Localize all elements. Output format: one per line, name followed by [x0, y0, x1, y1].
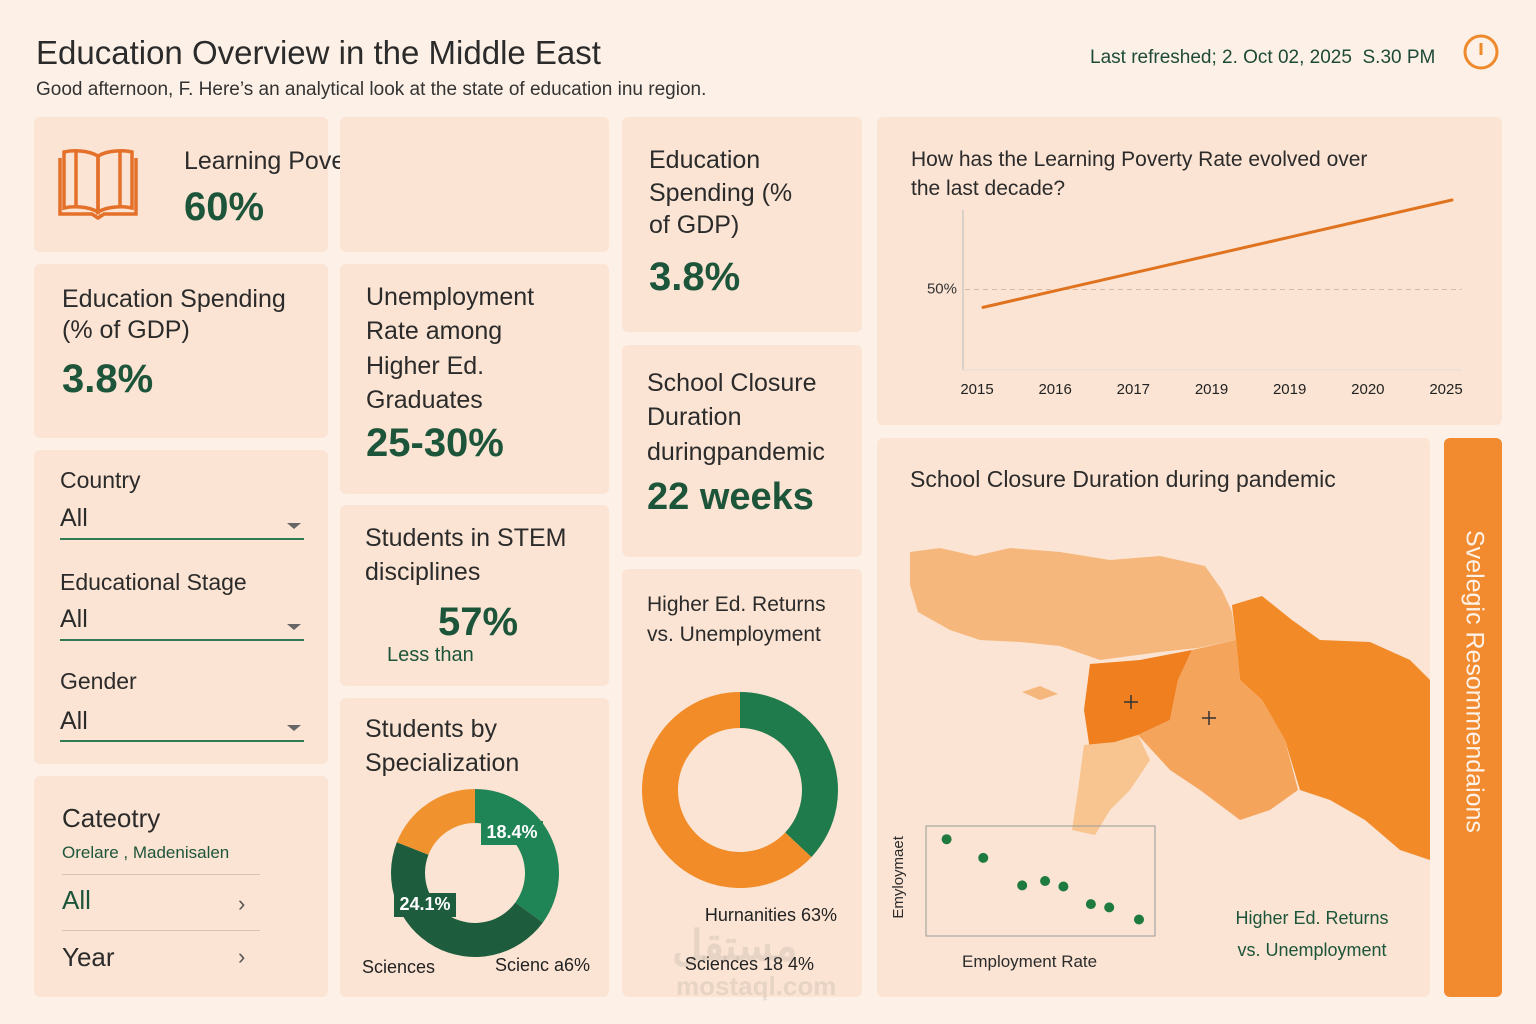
data-label: 24.1%: [399, 894, 450, 914]
watermark: مستقل: [672, 922, 798, 969]
dropdown-arrow[interactable]: [287, 624, 301, 630]
label-box: [394, 893, 456, 917]
line: [981, 198, 1454, 309]
region: [910, 548, 1236, 660]
region: [1232, 596, 1430, 860]
category-subtitle: Orelare , Madenisalen: [62, 843, 230, 862]
x-tick-label: 2017: [1117, 381, 1150, 398]
point: [1085, 899, 1096, 910]
divider: [62, 874, 260, 875]
card: [877, 117, 1502, 425]
y-tick-label: 50%: [927, 280, 957, 297]
chevron: ›: [238, 944, 246, 969]
point: [978, 852, 989, 863]
watermark: mostaql.com: [676, 971, 837, 1001]
underline: [60, 639, 304, 641]
donut-segment: [391, 842, 543, 958]
refresh-button[interactable]: [1462, 33, 1500, 71]
donut-segment: [475, 789, 559, 923]
map: [910, 548, 1430, 860]
caption: Hurnanities 63%: [705, 905, 837, 925]
donut-segment: [641, 692, 812, 888]
point: [1104, 902, 1115, 913]
x-axis-label: Employment Rate: [962, 952, 1098, 971]
kpi-value: 57%: [438, 600, 519, 644]
x-tick-label: 2015: [960, 381, 993, 398]
filter-value[interactable]: All: [60, 605, 88, 633]
card: [622, 117, 862, 332]
caption: Sciences 18 4%: [685, 954, 814, 974]
kpi-value: 22 weeks: [647, 476, 814, 518]
region: [1072, 735, 1150, 835]
point: [1017, 880, 1028, 891]
card: [34, 117, 328, 252]
filter-value[interactable]: All: [60, 707, 88, 735]
kpi-value: 25-30%: [366, 421, 504, 465]
chart-title: How has the Learning Poverty Rate evolve…: [911, 148, 1368, 201]
region: [1084, 650, 1192, 750]
kpi-value: 3.8%: [649, 255, 741, 299]
data-label: 18.4%: [486, 822, 537, 842]
card: [340, 264, 609, 494]
donut-segment: [396, 789, 475, 855]
kpi-label: Education Spending (% of GDP): [62, 285, 286, 345]
chart-title: Higher Ed. Returns vs. Unemployment: [647, 593, 826, 647]
kpi-note: Less than: [387, 644, 474, 666]
kpi-label: Unemployment Rate among Higher Ed. Gradu…: [366, 283, 535, 414]
x-tick-label: 2020: [1351, 381, 1384, 398]
category-option[interactable]: Year: [62, 942, 115, 972]
card: [622, 345, 862, 557]
dropdown-arrow[interactable]: [287, 725, 301, 731]
filter-value[interactable]: All: [60, 504, 88, 532]
point: [1133, 914, 1144, 925]
donut-segment: [740, 692, 838, 858]
category-card: [34, 776, 328, 997]
point: [1040, 876, 1051, 886]
last-refreshed: Last refreshed; 2. Oct 02, 2025 S.30 PM: [1090, 47, 1436, 68]
filter-label: Country: [60, 467, 141, 493]
kpi-label: Students in STEM disciplines: [365, 524, 567, 587]
label-box: [481, 821, 543, 845]
category-option[interactable]: All: [62, 885, 91, 915]
category-title: Cateotry: [62, 803, 161, 833]
sidebar-label[interactable]: Svelegic Resommendaions: [1460, 530, 1489, 833]
point: [1058, 881, 1069, 892]
kpi-value: 60%: [184, 185, 265, 229]
chevron: ›: [238, 891, 246, 916]
kpi-label: School Closure Duration duringpandemic: [647, 369, 825, 466]
region: [1138, 640, 1298, 820]
dropdown-arrow[interactable]: [287, 523, 301, 529]
card: [340, 117, 609, 252]
x-tick-label: 2016: [1038, 381, 1071, 398]
caption: Sciences: [362, 957, 435, 977]
x-tick-label: 2025: [1429, 381, 1462, 398]
filter-label: Educational Stage: [60, 569, 247, 595]
x-tick-label: 2019: [1195, 381, 1228, 398]
scatter-caption: Higher Ed. Returns vs. Unemployment: [1235, 908, 1389, 961]
region: [1022, 686, 1058, 700]
plot-frame: [925, 825, 1156, 937]
book-icon: [58, 149, 138, 220]
point: [941, 834, 952, 845]
subtitle: Good afternoon, F. Here’s an analytical …: [36, 79, 707, 100]
divider: [62, 930, 260, 931]
filter-card: [34, 450, 328, 764]
underline: [60, 740, 304, 742]
kpi-label: Education Spending (% of GDP): [649, 146, 793, 239]
filter-label: Gender: [60, 668, 137, 694]
card: [34, 264, 328, 438]
kpi-value: 3.8%: [62, 357, 154, 401]
refresh-ring: [1463, 34, 1499, 70]
card: [340, 505, 609, 686]
map-title: School Closure Duration during pandemic: [910, 466, 1336, 492]
x-tick-label: 2019: [1273, 381, 1306, 398]
page-title: Education Overview in the Middle East: [36, 34, 601, 71]
underline: [60, 538, 304, 540]
sidebar-tab[interactable]: [1444, 438, 1502, 997]
caption: Scienc a6%: [495, 955, 590, 975]
chart-title: Students by Specialization: [365, 715, 520, 778]
